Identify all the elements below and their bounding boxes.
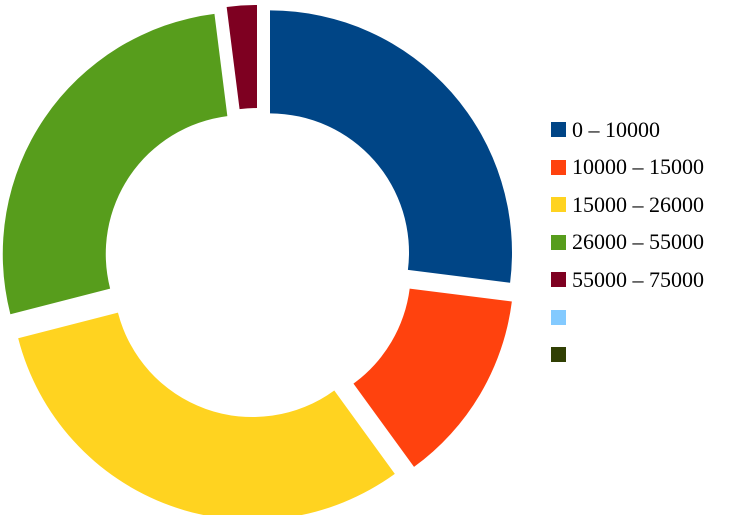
legend-item-5: 55000 – 75000 (551, 261, 704, 299)
legend-swatch (551, 197, 566, 213)
legend-swatch (551, 309, 566, 325)
legend-swatch (551, 234, 566, 250)
donut-slice-5 (226, 5, 257, 110)
legend-item-4: 26000 – 55000 (551, 224, 704, 262)
legend-item-3: 15000 – 26000 (551, 186, 704, 224)
legend-label: 0 – 10000 (572, 116, 660, 142)
legend-item-2: 10000 – 15000 (551, 149, 704, 187)
legend-label: 55000 – 75000 (572, 266, 704, 292)
legend-swatch (551, 347, 566, 363)
chart-legend: 0 – 10000 10000 – 15000 15000 – 26000 26000… (551, 111, 704, 374)
legend-label: 15000 – 26000 (572, 191, 704, 217)
legend-label: 10000 – 15000 (572, 154, 704, 180)
legend-swatch (551, 272, 566, 288)
donut-slice-2 (353, 288, 512, 467)
donut-slices (2, 5, 512, 515)
legend-item-6 (551, 299, 704, 337)
donut-slice-3 (18, 312, 395, 515)
legend-item-7 (551, 336, 704, 374)
legend-item-1: 0 – 10000 (551, 111, 704, 149)
legend-swatch (551, 159, 566, 175)
legend-swatch (551, 122, 566, 138)
donut-slice-4 (2, 13, 228, 315)
legend-label: 26000 – 55000 (572, 229, 704, 255)
donut-slice-1 (270, 10, 512, 283)
